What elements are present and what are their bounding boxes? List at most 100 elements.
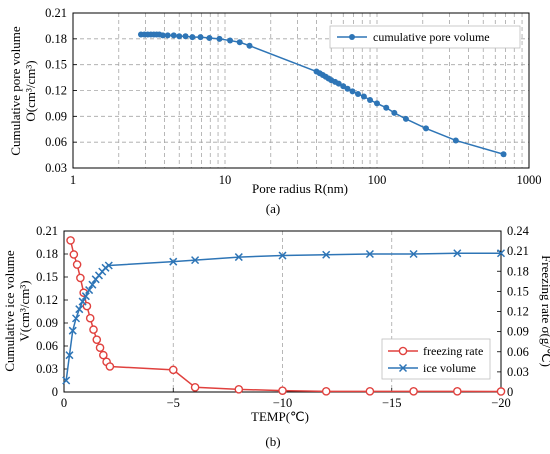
panel-a: 0.030.060.090.120.150.180.21 1 10 100 1000 … [8, 6, 542, 216]
data-point-cumulative-pore-volume [383, 104, 390, 111]
y-right-tick-label: 0.15 [507, 284, 529, 298]
y-right-tick-label: 0.24 [507, 224, 530, 238]
y-tick-label: 0.12 [45, 84, 67, 98]
data-point-cumulative-pore-volume [402, 115, 409, 122]
x-tick-label: −5 [167, 396, 180, 410]
data-point-ice-volume [453, 249, 462, 258]
y-tick-label: 0.09 [45, 109, 67, 123]
data-point-freezing-rate [72, 260, 82, 269]
data-point-freezing-rate [321, 387, 331, 396]
data-point-cumulative-pore-volume [422, 125, 429, 132]
y-left-tick-label: 0.18 [36, 247, 58, 261]
data-point-freezing-rate [66, 236, 75, 245]
y-tick-label: 0.18 [45, 32, 67, 46]
panel-b-ylabel-left-line-2: V(cm³/cm³) [17, 280, 32, 341]
panel-a-label: (a) [266, 201, 280, 216]
data-point-cumulative-pore-volume [374, 100, 380, 107]
y-right-tick-label: 0.03 [507, 365, 529, 379]
data-point-ice-volume [71, 314, 81, 323]
data-point-cumulative-pore-volume [391, 109, 398, 116]
data-point-cumulative-pore-volume [355, 90, 362, 97]
data-point-ice-volume [234, 253, 243, 262]
data-point-ice-volume [322, 250, 331, 259]
x-tick-label: 1 [70, 173, 76, 187]
data-point-cumulative-pore-volume [182, 33, 189, 40]
y-tick-label: 0.15 [45, 58, 67, 72]
y-left-tick-label: 0.15 [36, 270, 58, 284]
data-point-cumulative-pore-volume [216, 35, 223, 42]
data-point-freezing-rate [69, 250, 79, 259]
data-point-ice-volume [278, 251, 287, 260]
panel-a-series [137, 31, 507, 158]
data-point-freezing-rate [278, 386, 287, 395]
y-left-tick-label: 0.09 [36, 316, 58, 330]
legend-freezing-label: freezing rate [423, 344, 483, 358]
data-point-ice-volume [78, 297, 87, 306]
y-left-tick-label: 0.06 [36, 339, 58, 353]
panel-b-legend: freezing rate ice volume [381, 338, 491, 380]
data-point-freezing-rate [76, 273, 85, 283]
data-point-freezing-rate [95, 343, 105, 353]
data-point-ice-volume [104, 261, 113, 270]
data-point-cumulative-pore-volume [360, 93, 367, 100]
x-tick-label: −20 [491, 396, 511, 410]
data-point-cumulative-pore-volume [176, 33, 183, 40]
panel-a-legend: cumulative pore volume [329, 25, 521, 49]
panel-a-x-ticks: 1 10 100 1000 [70, 173, 542, 187]
y-left-tick-label: 0.03 [36, 362, 58, 376]
y-right-tick-label: 0.12 [507, 305, 529, 319]
panel-a-y-ticks: 0.03 0.06 0.09 0.12 0.15 0.18 0.21 [45, 6, 77, 175]
legend-ice-label: ice volume [423, 361, 476, 375]
y-right-tick-label: 0.06 [507, 345, 529, 359]
data-point-ice-volume [62, 376, 71, 385]
panel-b-ylabel-left-line-1: Cumulative ice volume [2, 250, 17, 372]
panel-a-grid [73, 13, 529, 168]
panel-b-y-left-axis-label: Cumulative ice volume V(cm³/cm³) [2, 250, 32, 372]
data-point-cumulative-pore-volume [452, 137, 459, 144]
panel-b-series [62, 236, 506, 396]
x-tick-label: 1000 [517, 173, 542, 187]
y-tick-label: 0.03 [45, 161, 67, 175]
data-point-cumulative-pore-volume [236, 39, 243, 46]
data-point-ice-volume [169, 257, 178, 266]
data-point-cumulative-pore-volume [500, 151, 507, 158]
data-point-freezing-rate [92, 335, 102, 344]
y-right-tick-label: 0.18 [507, 264, 529, 278]
legend-cumulative-label: cumulative pore volume [373, 30, 490, 44]
x-tick-label: −10 [273, 396, 293, 410]
panel-b-label: (b) [265, 434, 280, 449]
panel-b-y-right-axis-label: Freezing rate σ(g/℃) [539, 255, 550, 367]
panel-a-ylabel-line-2: O(cm³/cm³) [23, 60, 38, 121]
data-point-ice-volume [65, 351, 74, 360]
x-tick-label: 10 [219, 173, 232, 187]
legend-ice-marker [398, 363, 408, 373]
y-right-tick-label: 0.09 [507, 325, 529, 339]
data-point-ice-volume [496, 249, 506, 258]
panel-a-y-axis-label: Cumulative pore volume O(cm³/cm³) [8, 26, 38, 155]
panel-b-y-right-ticks: 0 0.03 0.06 0.09 0.12 0.15 0.18 0.21 0.24 [497, 224, 530, 399]
data-point-cumulative-pore-volume [159, 32, 166, 39]
data-point-freezing-rate [89, 325, 98, 334]
panel-b: 00.030.060.090.120.150.180.21 00.030.060… [2, 224, 550, 449]
data-point-cumulative-pore-volume [189, 34, 196, 41]
legend-freezing-marker [398, 346, 408, 356]
x-tick-label: −15 [382, 396, 402, 410]
data-point-freezing-rate [105, 362, 115, 371]
data-point-freezing-rate [190, 383, 200, 392]
data-point-cumulative-pore-volume [164, 32, 171, 39]
data-point-ice-volume [75, 305, 84, 314]
panel-b-y-left-ticks: 0 0.03 0.06 0.09 0.12 0.15 0.18 0.21 [36, 224, 68, 399]
data-point-cumulative-pore-volume [246, 42, 253, 49]
data-point-ice-volume [68, 326, 77, 335]
data-point-freezing-rate [99, 350, 108, 360]
data-point-freezing-rate [365, 387, 375, 396]
data-point-cumulative-pore-volume [197, 34, 204, 41]
panel-b-ylabel-right: Freezing rate σ(g/℃) [539, 255, 550, 367]
panel-b-legend-box [381, 338, 491, 380]
y-right-tick-label: 0.21 [507, 244, 529, 258]
data-point-freezing-rate [168, 365, 178, 375]
y-right-tick-label: 0 [507, 385, 513, 399]
x-tick-label: 0 [61, 396, 67, 410]
data-point-freezing-rate [452, 387, 462, 396]
